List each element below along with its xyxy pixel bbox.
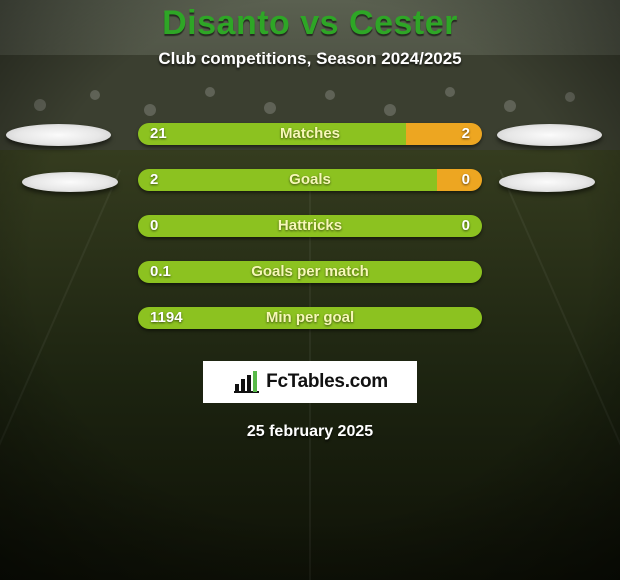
- comp-row: Hattricks00: [0, 205, 620, 251]
- content-root: Disanto vs Cester Club competitions, Sea…: [0, 0, 620, 580]
- brand-text: FcTables.com: [266, 361, 388, 403]
- bars-icon: [232, 370, 260, 394]
- player-marker-right: [499, 172, 595, 192]
- player-marker-right: [497, 124, 602, 146]
- stat-bar-left-seg: [138, 261, 482, 283]
- stat-bar-right-seg: [406, 123, 482, 145]
- stat-bar: Hattricks00: [138, 215, 482, 237]
- comparison-rows: Matches212 Goals20 Hattricks00 Goals per ma…: [0, 113, 620, 343]
- comp-row: Goals per match0.1: [0, 251, 620, 297]
- stat-bar-left-seg: [138, 169, 437, 191]
- stat-bar-left-seg: [138, 307, 482, 329]
- stat-bar: Min per goal1194: [138, 307, 482, 329]
- stat-bar-left-seg: [138, 123, 406, 145]
- stat-bar-left-seg: [138, 215, 482, 237]
- comp-row: Matches212: [0, 113, 620, 159]
- comp-row: Goals20: [0, 159, 620, 205]
- brand-badge: FcTables.com: [203, 361, 417, 403]
- stat-bar: Goals per match0.1: [138, 261, 482, 283]
- player-marker-left: [22, 172, 118, 192]
- date-text: 25 february 2025: [0, 423, 620, 441]
- comp-row: Min per goal1194: [0, 297, 620, 343]
- stat-bar: Matches212: [138, 123, 482, 145]
- player-marker-left: [6, 124, 111, 146]
- page-title: Disanto vs Cester: [0, 4, 620, 43]
- page-subtitle: Club competitions, Season 2024/2025: [0, 49, 620, 69]
- stat-bar: Goals20: [138, 169, 482, 191]
- stat-bar-right-seg: [437, 169, 482, 191]
